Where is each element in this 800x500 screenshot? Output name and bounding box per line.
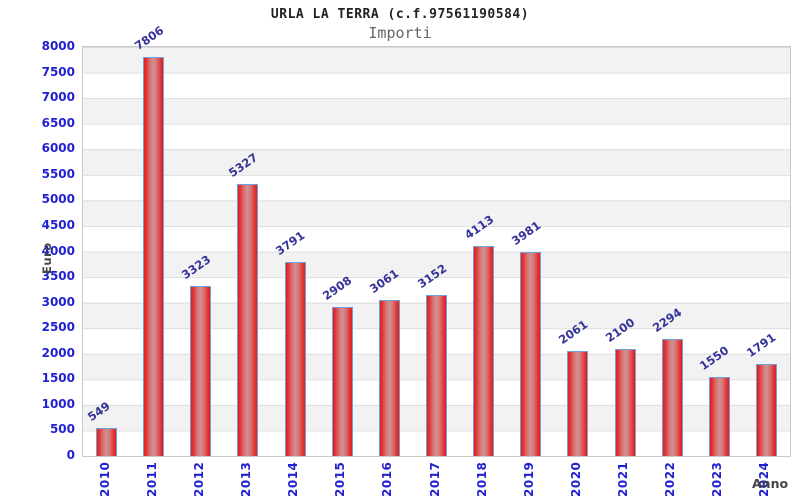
y-axis-title: Euro — [40, 242, 54, 274]
x-tick-label: 2010 — [97, 461, 112, 497]
bar — [520, 252, 542, 456]
plot-area: 549 7806 3323 5327 3791 2908 3061 3152 4113 3981 2… — [82, 23, 791, 457]
bar — [661, 339, 683, 456]
bar — [96, 428, 118, 456]
bar — [755, 364, 777, 456]
y-tick-label: 1500 — [41, 371, 75, 386]
x-tick-label: 2016 — [380, 461, 395, 497]
x-tick-label: 2014 — [286, 461, 301, 497]
bar — [331, 307, 353, 456]
y-tick-label: 5000 — [41, 192, 75, 207]
bar — [426, 295, 447, 456]
y-tick-label: 5500 — [41, 166, 75, 181]
chart-subtitle: Importi — [368, 24, 432, 42]
bar — [708, 377, 730, 456]
x-tick-label: 2015 — [333, 461, 348, 497]
x-tick-label: 2023 — [710, 461, 725, 497]
x-tick-label: 2022 — [663, 461, 678, 497]
x-tick-label: 2017 — [427, 461, 442, 497]
bar — [143, 57, 165, 456]
x-axis-title: Anno — [752, 476, 789, 491]
bars-layer — [83, 47, 790, 456]
x-tick-label: 2012 — [191, 461, 206, 497]
y-tick-label: 2000 — [41, 345, 75, 360]
x-tick-label: 2021 — [616, 461, 631, 497]
y-tick-label: 500 — [49, 422, 75, 437]
y-tick-label: 6000 — [41, 141, 75, 156]
x-tick-label: 2018 — [474, 461, 489, 497]
y-tick-label: 1000 — [41, 396, 75, 411]
y-axis-ticks: 0 500 1000 1500 2000 2500 3000 3500 4000 4500 5000… — [0, 0, 75, 500]
x-tick-label: 2011 — [144, 461, 159, 497]
bar — [473, 246, 495, 456]
x-tick-label: 2019 — [521, 461, 536, 497]
y-tick-label: 2500 — [41, 320, 75, 335]
y-tick-label: 6500 — [41, 115, 75, 130]
y-tick-label: 7500 — [41, 64, 75, 79]
bar — [237, 184, 259, 456]
y-tick-label: 4000 — [41, 243, 75, 258]
bar — [614, 349, 636, 456]
y-tick-label: 4500 — [41, 217, 75, 232]
chart-title: URLA LA TERRA (c.f.97561190584) — [270, 7, 530, 22]
y-tick-label: 3000 — [41, 294, 75, 309]
y-tick-label: 7000 — [41, 90, 75, 105]
bar — [190, 286, 212, 456]
bar — [284, 262, 306, 456]
y-tick-label: 8000 — [41, 39, 75, 53]
y-tick-label: 0 — [66, 448, 75, 462]
bar — [378, 300, 400, 456]
y-tick-label: 3500 — [41, 269, 75, 284]
bar — [567, 351, 589, 456]
x-tick-label: 2020 — [568, 461, 583, 497]
x-tick-label: 2013 — [238, 461, 253, 497]
